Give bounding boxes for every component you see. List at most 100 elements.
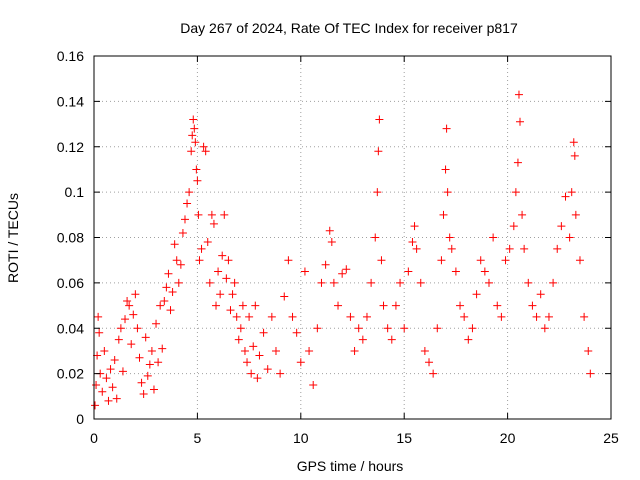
data-point	[251, 301, 260, 310]
data-point	[168, 287, 177, 296]
data-point	[276, 369, 285, 378]
data-point	[375, 115, 384, 124]
data-point	[505, 244, 514, 253]
data-point	[441, 165, 450, 174]
data-point	[557, 222, 566, 231]
data-point	[476, 256, 485, 265]
data-point	[253, 374, 262, 383]
data-point	[334, 301, 343, 310]
data-point	[123, 297, 132, 306]
data-point	[518, 210, 527, 219]
data-point	[149, 385, 158, 394]
data-point	[460, 312, 469, 321]
y-tick-label: 0.12	[57, 139, 84, 155]
data-point	[238, 301, 247, 310]
data-point	[313, 324, 322, 333]
y-tick-label: 0.06	[57, 275, 84, 291]
data-point	[174, 278, 183, 287]
data-point	[571, 210, 580, 219]
data-point	[327, 238, 336, 247]
data-point	[532, 312, 541, 321]
y-tick-label: 0.16	[57, 48, 84, 64]
data-point	[425, 358, 434, 367]
y-tick-label: 0.14	[57, 93, 84, 109]
data-point	[433, 324, 442, 333]
data-point	[129, 310, 138, 319]
grid	[94, 56, 611, 419]
data-point	[199, 142, 208, 151]
data-point	[263, 365, 272, 374]
data-point	[468, 324, 477, 333]
data-point	[232, 312, 241, 321]
data-point	[164, 269, 173, 278]
data-point	[243, 358, 252, 367]
data-point	[108, 383, 117, 392]
data-point	[110, 356, 119, 365]
data-point	[300, 267, 309, 276]
y-axis-label: ROTI / TECUs	[5, 193, 21, 283]
data-point	[429, 369, 438, 378]
y-tick-label: 0	[76, 411, 84, 427]
data-point	[158, 344, 167, 353]
data-point	[420, 346, 429, 355]
data-point	[102, 374, 111, 383]
data-point	[325, 226, 334, 235]
data-point	[586, 369, 595, 378]
data-point	[183, 199, 192, 208]
data-point	[412, 244, 421, 253]
x-tick-label: 25	[603, 430, 619, 446]
data-point	[135, 353, 144, 362]
data-point	[187, 147, 196, 156]
data-point	[464, 335, 473, 344]
data-point	[567, 188, 576, 197]
data-point	[127, 340, 136, 349]
data-point	[317, 278, 326, 287]
data-point	[188, 131, 197, 140]
data-point	[575, 256, 584, 265]
data-point	[445, 233, 454, 242]
data-point	[284, 256, 293, 265]
data-point	[137, 378, 146, 387]
data-point	[154, 358, 163, 367]
data-point	[216, 290, 225, 299]
data-point	[367, 278, 376, 287]
data-point	[247, 369, 256, 378]
data-point	[358, 335, 367, 344]
data-point	[280, 292, 289, 301]
data-point	[141, 333, 150, 342]
data-point	[95, 328, 104, 337]
data-point	[513, 158, 522, 167]
axis-ticks	[93, 55, 612, 420]
data-point	[226, 306, 235, 315]
data-point	[565, 233, 574, 242]
y-tick-label: 0.08	[57, 230, 84, 246]
data-point	[249, 342, 258, 351]
x-tick-labels: 0 5 10 15 20 25	[90, 430, 619, 446]
data-point	[516, 117, 525, 126]
data-point	[377, 256, 386, 265]
data-point	[371, 233, 380, 242]
data-point	[267, 312, 276, 321]
data-point	[509, 222, 518, 231]
data-point	[536, 290, 545, 299]
data-point	[147, 346, 156, 355]
data-point	[205, 278, 214, 287]
data-point	[133, 324, 142, 333]
data-point	[203, 238, 212, 247]
data-point	[224, 256, 233, 265]
data-point	[194, 210, 203, 219]
data-point	[160, 297, 169, 306]
data-point	[437, 256, 446, 265]
data-point	[143, 371, 152, 380]
data-point	[288, 312, 297, 321]
data-point	[404, 267, 413, 276]
data-point	[234, 335, 243, 344]
data-point	[245, 312, 254, 321]
data-point	[92, 380, 101, 389]
data-point	[131, 290, 140, 299]
data-point	[374, 147, 383, 156]
data-point	[553, 244, 562, 253]
data-point	[172, 256, 181, 265]
data-point	[540, 324, 549, 333]
data-point	[125, 301, 134, 310]
